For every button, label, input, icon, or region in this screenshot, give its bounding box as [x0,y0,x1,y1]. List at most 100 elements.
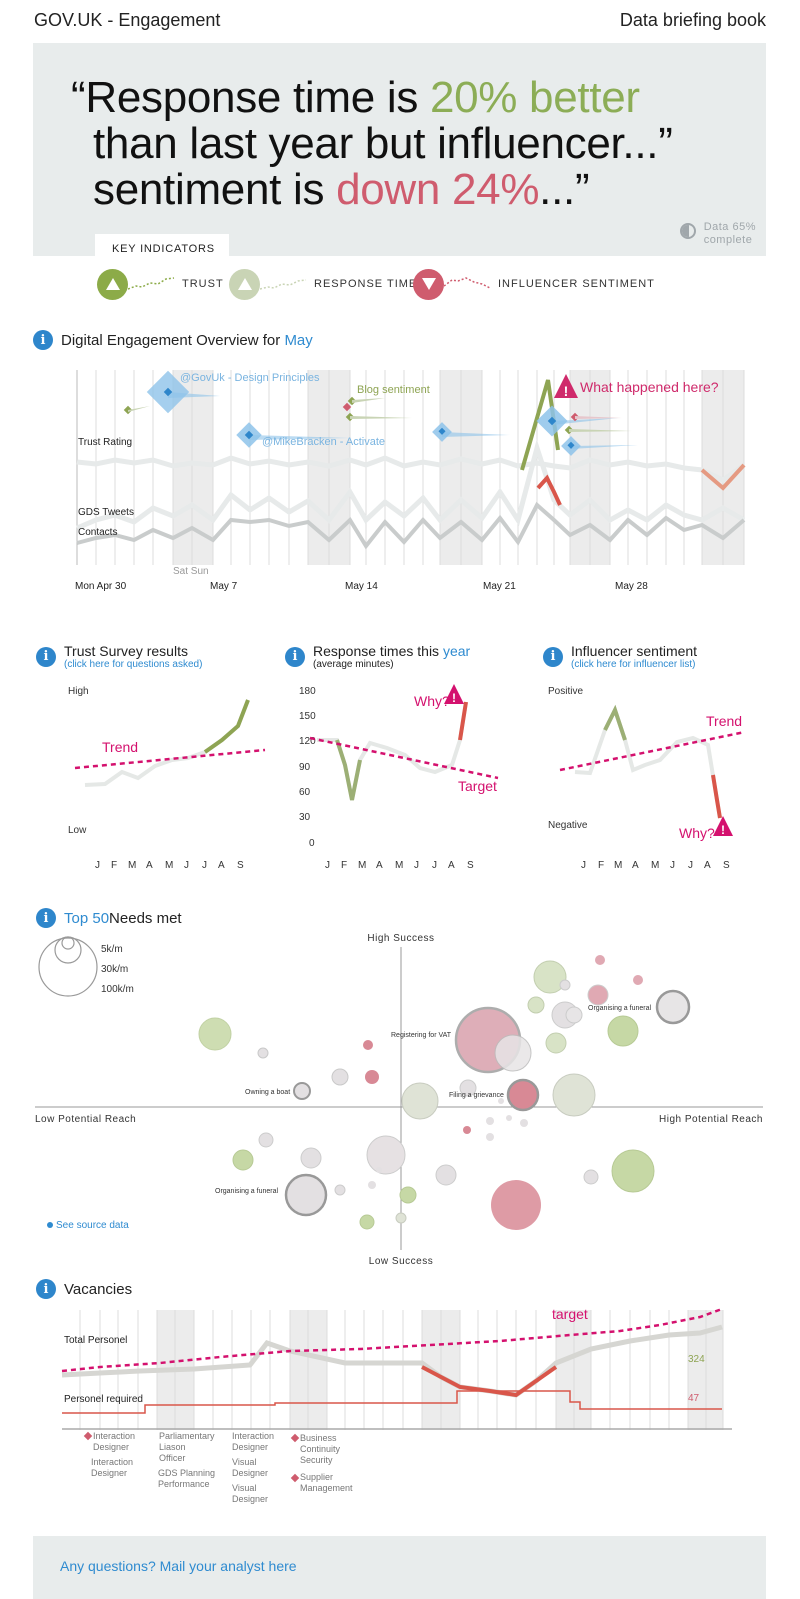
annotation-blog-sentiment[interactable]: Blog sentiment [357,384,430,396]
indicator-label: TRUST [182,278,224,290]
svg-text:0: 0 [309,838,315,849]
svg-text:!: ! [721,823,725,837]
annotation-mikebracken[interactable]: @MikeBracken - Activate [262,436,385,448]
date-label: May 7 [210,581,238,592]
personnel-required-label: Personel required [64,1394,143,1405]
svg-text:Designer: Designer [232,1442,268,1452]
trend-up-icon [97,268,128,300]
units-note: (average minutes) [313,659,394,670]
trust-survey-title: Trust Survey results [64,643,188,659]
svg-text:Visual: Visual [232,1457,256,1467]
bubble-label: Registering for VAT [391,1032,452,1039]
footer-panel: Any questions? Mail your analyst here [33,1536,766,1599]
key-indicators-row: TRUST RESPONSE TIME INFLUENCER SENTIMENT [97,268,757,304]
annotation-alert[interactable]: What happened here? [580,379,719,395]
svg-text:!: ! [452,691,456,705]
svg-text:Designer: Designer [232,1494,268,1504]
warning-icon[interactable]: ! [554,374,578,399]
target-line [309,736,499,780]
svg-text:J: J [432,860,437,871]
period-selector[interactable]: year [442,643,471,659]
vacancy-diamond-icon [290,1473,300,1483]
date-label: May 21 [483,581,516,592]
warning-icon[interactable]: ! [444,684,464,705]
svg-text:M: M [614,860,622,871]
trend-line [559,730,746,772]
warning-icon[interactable]: ! [713,816,733,837]
indicator-response-time[interactable]: RESPONSE TIME [229,268,417,300]
svg-text:100k/m: 100k/m [101,984,134,995]
why-label[interactable]: Why? [679,825,715,841]
svg-text:J: J [202,860,207,871]
info-icon[interactable]: i [285,646,305,667]
svg-text:A: A [146,860,153,871]
sparkline-icon [260,279,307,290]
date-label: May 28 [615,581,648,592]
svg-text:GDS Planning: GDS Planning [158,1468,215,1478]
indicator-trust[interactable]: TRUST [97,268,224,300]
personnel-required-line [62,1390,722,1414]
link-bullet-icon [47,1222,53,1228]
indicator-label: INFLUENCER SENTIMENT [498,278,655,290]
vacancies-chart: Total Personel Personel required target … [61,1306,732,1504]
info-icon[interactable]: i [36,908,56,928]
svg-text:150: 150 [299,711,316,722]
svg-text:J: J [95,860,100,871]
svg-text:A: A [218,860,225,871]
trend-line [74,748,266,770]
headline-highlight-positive: 20% better [429,73,640,122]
info-icon[interactable]: i [36,1279,56,1299]
vacancy-diamond-icon [290,1433,300,1443]
why-label[interactable]: Why? [414,693,450,709]
completeness-value: Data 65% [703,221,756,233]
completeness-icon [679,223,696,239]
info-icon[interactable]: i [543,646,563,667]
axis-label-high: High [68,686,89,697]
svg-text:M: M [165,860,173,871]
influencer-list-link[interactable]: (click here for influencer list) [571,659,696,670]
see-source-data-link[interactable]: See source data [56,1220,129,1231]
svg-text:!: ! [564,383,569,399]
svg-text:M: M [358,860,366,871]
svg-text:Officer: Officer [159,1453,185,1463]
indicator-influencer-sentiment[interactable]: INFLUENCER SENTIMENT [413,268,655,300]
tab-key-indicators[interactable]: KEY INDICATORS [95,234,229,264]
annotation-govuk[interactable]: @GovUk - Design Principles [180,372,320,384]
vacancies-title-text: Vacancies [64,1280,133,1298]
svg-text:Interaction: Interaction [232,1431,274,1441]
needs-scatter-chart: 5k/m 30k/m 100k/m High Success Low Succe… [35,933,763,1267]
trend-down-icon [413,268,444,300]
date-label: Mon Apr 30 [75,581,127,592]
svg-text:90: 90 [299,762,311,773]
influencer-peak [603,704,627,741]
questions-link[interactable]: (click here for questions asked) [64,659,203,670]
bubble-label: Organising a funeral [215,1188,278,1195]
svg-text:Parliamentary: Parliamentary [159,1431,215,1441]
svg-text:A: A [704,860,711,871]
trust-survey-recent [203,699,250,754]
svg-text:120: 120 [299,736,316,747]
indicator-label: RESPONSE TIME [314,278,418,290]
headline-highlight-negative: down 24% [336,165,540,214]
info-icon[interactable]: i [33,330,53,350]
mail-analyst-link[interactable]: Any questions? Mail your analyst here [60,1558,297,1574]
svg-text:Interaction: Interaction [93,1431,135,1441]
response-times-title: Response times this [313,643,443,659]
svg-text:Security: Security [300,1455,333,1465]
top-n-selector[interactable]: Top 50 [64,909,110,927]
svg-text:J: J [670,860,675,871]
book-title: Data briefing book [619,10,766,30]
vacancy-diamond-icon [83,1431,93,1441]
info-icon[interactable]: i [36,646,56,667]
svg-text:J: J [414,860,419,871]
target-label: Target [458,778,497,794]
month-selector[interactable]: May [284,331,313,349]
series-label-trust: Trust Rating [78,437,132,448]
svg-text:F: F [111,860,117,871]
target-line [61,1307,723,1373]
total-personnel-value: 324 [688,1354,705,1365]
axis-label-low: Low [68,825,87,836]
